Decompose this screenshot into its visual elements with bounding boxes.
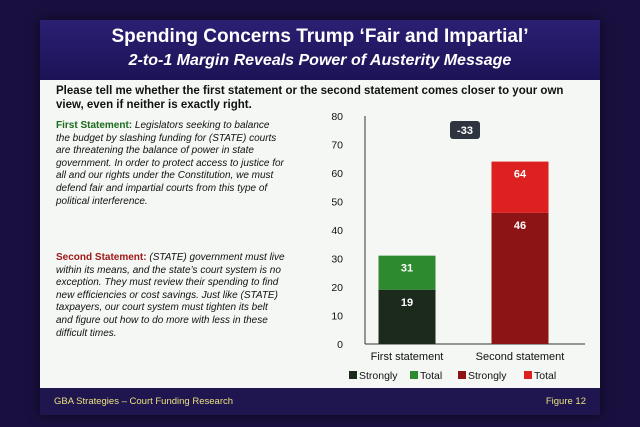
- bar-strongly: [491, 212, 549, 344]
- legend-entry: Total: [420, 370, 442, 382]
- footer-source: GBA Strategies – Court Funding Research: [54, 396, 234, 407]
- first-statement-body: Legislators seeking to balance the budge…: [56, 120, 284, 207]
- bar-chart: 0 10 20 30 40 50 60 70 80 31 19 First statement 64 46…: [331, 111, 585, 382]
- slide-title: Spending Concerns Trump ‘Fair and Impart…: [111, 26, 529, 47]
- legend-entry: Total: [534, 370, 556, 382]
- category-label: Second statement: [476, 351, 565, 363]
- bar-strongly: [378, 289, 436, 344]
- y-tick-label: 50: [331, 197, 343, 209]
- data-label-total: 64: [514, 169, 527, 181]
- y-tick-label: 20: [331, 282, 343, 294]
- legend-swatch: [458, 371, 466, 379]
- second-statement-head: Second Statement:: [56, 252, 147, 263]
- figure-number: Figure 12: [545, 396, 586, 407]
- slide-subtitle: 2-to-1 Margin Reveals Power of Austerity…: [128, 52, 512, 69]
- second-statement-body: (STATE) government must live within its …: [56, 252, 285, 339]
- title-band: Spending Concerns Trump ‘Fair and Impart…: [40, 20, 600, 80]
- data-label-strongly: 46: [514, 220, 526, 232]
- second-statement: Second Statement: (STATE) government mus…: [56, 252, 286, 340]
- survey-question: Please tell me whether the first stateme…: [56, 85, 564, 111]
- difference-label: -33: [457, 125, 473, 137]
- legend-swatch: [349, 371, 357, 379]
- legend-entry: Strongly: [359, 370, 398, 382]
- first-statement: First Statement: Legislators seeking to …: [56, 120, 286, 208]
- category-label: First statement: [371, 351, 444, 363]
- data-label-strongly: 19: [401, 297, 413, 309]
- legend-entry: Strongly: [468, 370, 507, 382]
- footer: GBA Strategies – Court Funding Research …: [40, 388, 600, 415]
- y-tick-label: 70: [331, 140, 343, 152]
- y-tick-label: 10: [331, 311, 343, 323]
- difference-badge: [450, 121, 480, 139]
- bar-total: [491, 161, 549, 213]
- data-label-total: 31: [401, 263, 413, 275]
- y-tick-label: 40: [331, 225, 343, 237]
- legend-swatch: [524, 371, 532, 379]
- y-tick-label: 30: [331, 254, 343, 266]
- legend-swatch: [410, 371, 418, 379]
- y-tick-label: 60: [331, 168, 343, 180]
- y-tick-label: 80: [331, 111, 343, 123]
- slide: Spending Concerns Trump ‘Fair and Impart…: [40, 20, 600, 415]
- bar-total: [378, 255, 436, 290]
- first-statement-head: First Statement:: [56, 120, 133, 131]
- y-tick-label: 0: [337, 339, 343, 351]
